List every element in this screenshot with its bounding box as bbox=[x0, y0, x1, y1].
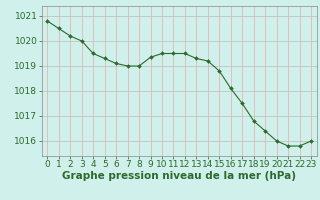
X-axis label: Graphe pression niveau de la mer (hPa): Graphe pression niveau de la mer (hPa) bbox=[62, 171, 296, 181]
